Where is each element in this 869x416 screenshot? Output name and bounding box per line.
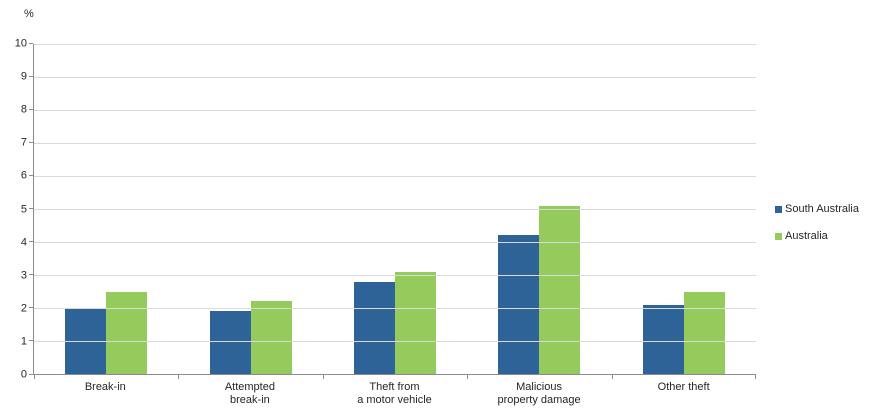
- y-axis-tick: [29, 340, 33, 341]
- legend: South Australia Australia: [775, 203, 859, 257]
- y-axis-tick-label: 6: [20, 169, 27, 182]
- bar-australia: [250, 301, 292, 374]
- x-axis-tick: [611, 375, 613, 379]
- gridline: [34, 110, 756, 111]
- category-label: Other theft: [657, 381, 710, 393]
- gridline: [34, 209, 756, 210]
- legend-swatch: [775, 206, 782, 213]
- gridline: [34, 341, 756, 342]
- bar-groups: [34, 44, 756, 374]
- y-axis-tick: [29, 76, 33, 77]
- category-label: Malicious property damage: [497, 381, 581, 406]
- y-axis-tick: [29, 307, 33, 308]
- x-axis: Break-in Attempted break-in Theft from a m…: [33, 381, 756, 407]
- bar-australia: [106, 291, 148, 374]
- legend-swatch: [775, 233, 782, 240]
- gridline: [34, 176, 756, 177]
- bar-group: [612, 44, 756, 374]
- bar-south-australia: [209, 311, 251, 374]
- legend-item-south-australia: South Australia: [775, 203, 859, 216]
- bar-group: [178, 44, 322, 374]
- bar-south-australia: [354, 281, 396, 374]
- bar-australia: [395, 271, 437, 374]
- y-axis-tick: [29, 208, 33, 209]
- category-label: Break-in: [84, 381, 126, 393]
- y-axis-tick-label: 10: [14, 37, 27, 50]
- y-axis-tick-label: 7: [20, 136, 27, 149]
- category-label: Theft from a motor vehicle: [357, 381, 432, 406]
- gridline: [34, 242, 756, 243]
- y-axis-tick-label: 5: [20, 203, 27, 215]
- y-axis: 0 1 2 3 4 5 6 7 8 9 10: [0, 38, 27, 380]
- y-axis-tick: [29, 142, 33, 143]
- gridline: [34, 143, 756, 144]
- x-axis-tick: [322, 375, 324, 379]
- bar-australia: [539, 205, 581, 374]
- y-axis-tick: [29, 374, 33, 375]
- y-axis-tick-label: 4: [20, 236, 27, 249]
- bar-south-australia: [498, 235, 540, 374]
- y-axis-tick: [29, 43, 33, 44]
- legend-label: South Australia: [785, 203, 859, 215]
- y-axis-tick-label: 9: [20, 70, 27, 83]
- x-axis-tick: [755, 375, 756, 379]
- bar-group: [323, 44, 467, 374]
- gridline: [34, 77, 756, 78]
- y-axis-tick-label: 0: [20, 368, 27, 381]
- legend-label: Australia: [785, 230, 828, 242]
- x-axis-tick: [467, 375, 469, 379]
- y-axis-tick-label: 3: [20, 269, 27, 282]
- bar-south-australia: [642, 304, 684, 374]
- y-axis-tick: [29, 241, 33, 242]
- legend-item-australia: Australia: [775, 230, 859, 243]
- y-axis-unit-label: %: [24, 8, 34, 20]
- bar-australia: [683, 291, 725, 374]
- gridline: [34, 275, 756, 276]
- gridline: [34, 44, 756, 45]
- category-label: Attempted break-in: [224, 381, 275, 406]
- bar-group: [467, 44, 611, 374]
- y-axis-tick: [29, 274, 33, 275]
- x-axis-tick: [34, 375, 35, 379]
- gridline: [34, 308, 756, 309]
- plot-area: [29, 43, 756, 379]
- y-axis-tick-label: 8: [20, 103, 27, 116]
- y-axis-tick-label: 1: [20, 335, 27, 348]
- x-axis-tick: [178, 375, 180, 379]
- y-axis-tick-label: 2: [20, 302, 27, 315]
- y-axis-tick: [29, 109, 33, 110]
- y-axis-tick: [29, 175, 33, 176]
